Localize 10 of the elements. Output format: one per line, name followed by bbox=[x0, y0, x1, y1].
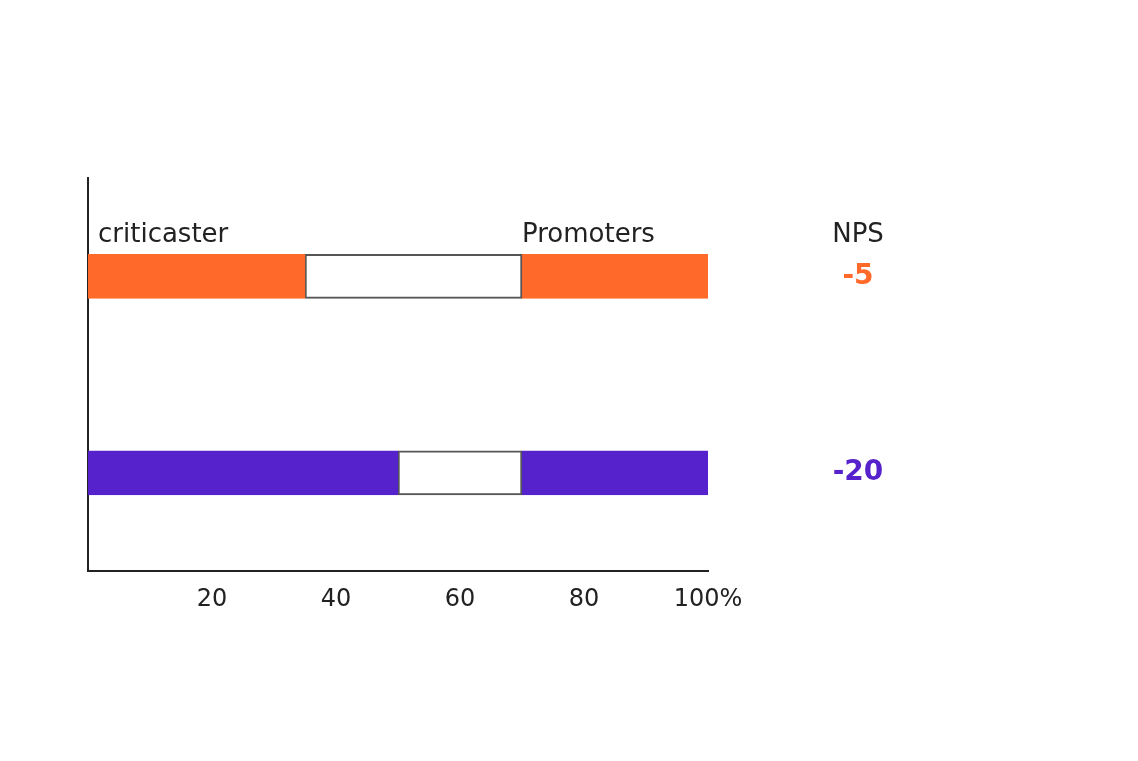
x-tick-label: 40 bbox=[320, 583, 352, 612]
text: -5 bbox=[842, 257, 874, 291]
series-label: Promoters bbox=[522, 218, 655, 249]
x-tick-label: 100% bbox=[673, 583, 743, 612]
x-tick-label: 20 bbox=[196, 583, 228, 612]
series-label: criticaster bbox=[98, 218, 229, 249]
text: -20 bbox=[832, 454, 884, 488]
text: NPS bbox=[832, 218, 884, 249]
x-tick-label: 80 bbox=[568, 583, 600, 612]
x-tick-label: 60 bbox=[444, 583, 476, 612]
